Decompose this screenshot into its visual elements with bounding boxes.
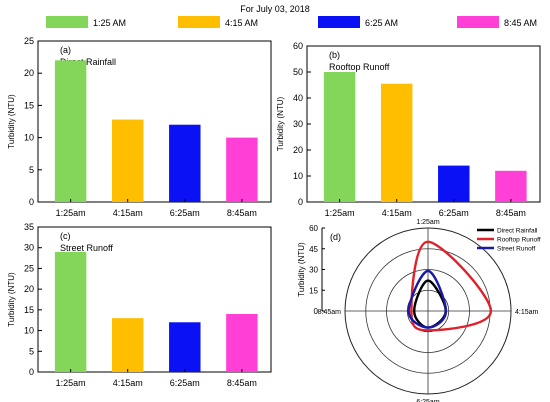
x-tick-label: 4:15am	[113, 378, 143, 388]
y-tick-label: 5	[29, 346, 34, 356]
x-tick-label: 1:25am	[56, 378, 86, 388]
panel-label: (a)	[60, 45, 71, 55]
radial-tick-label: 15	[309, 286, 318, 295]
legend-swatch	[46, 16, 88, 28]
bar	[495, 170, 527, 202]
y-tick-label: 20	[293, 145, 303, 155]
legend-swatch	[178, 16, 220, 28]
x-tick-label: 1:25am	[325, 208, 355, 218]
chart-panels: 0 5 10 15 20 25 Turbidity (NTU) (a) Direct Rainf…	[7, 36, 541, 402]
y-tick-label: 10	[24, 133, 34, 143]
angular-label: 4:15am	[515, 309, 539, 316]
y-axis-label: Turbidity (NTU)	[7, 94, 16, 149]
x-tick-label: 8:45am	[227, 378, 257, 388]
bar	[169, 124, 201, 202]
radial-tick-label: 60	[309, 224, 318, 233]
bar	[54, 251, 87, 372]
legend-label: 4:15 AM	[225, 18, 258, 28]
x-tick-label: 6:25am	[439, 208, 469, 218]
legend-label: 8:45 AM	[504, 18, 537, 28]
legend-label: 6:25 AM	[365, 18, 398, 28]
polar-series-line	[407, 269, 448, 329]
angular-label: 8:45am	[318, 309, 342, 316]
polar-y-axis-label: Turbidity (NTU)	[297, 242, 306, 297]
bar	[438, 165, 470, 202]
y-tick-label: 5	[29, 165, 34, 175]
polar-series-line	[410, 240, 493, 332]
x-tick-label: 1:25am	[56, 208, 86, 218]
y-tick-label: 10	[293, 171, 303, 181]
x-tick-label: 4:15am	[113, 208, 143, 218]
bar	[111, 318, 144, 372]
bar	[169, 322, 201, 372]
plot-frame	[37, 226, 272, 373]
x-tick-label: 8:45am	[227, 208, 257, 218]
panel-title: Rooftop Runoff	[329, 62, 390, 72]
angular-label: 1:25am	[416, 219, 440, 226]
x-tick-label: 6:25am	[170, 208, 200, 218]
polar-legend-label: Direct Rainfall	[497, 228, 538, 235]
y-tick-label: 35	[24, 222, 34, 232]
bar-chart-panel: 0 5 10 15 20 25 Turbidity (NTU) (a) Direct Rainf…	[7, 36, 272, 218]
y-tick-label: 0	[29, 197, 34, 207]
angular-label: 6:25am	[416, 399, 440, 402]
polar-legend-label: Rooftop Runoff	[497, 237, 541, 244]
y-axis-label: Turbidity (NTU)	[276, 96, 285, 151]
bar	[380, 83, 413, 202]
top-legend: 1:25 AM 4:15 AM 6:25 AM 8:45 AM	[46, 16, 537, 28]
bar	[323, 72, 356, 202]
bar	[54, 60, 87, 202]
x-tick-label: 8:45am	[496, 208, 526, 218]
legend-swatch	[457, 16, 499, 28]
y-tick-label: 50	[293, 67, 303, 77]
radial-tick-label: 45	[309, 245, 318, 254]
y-tick-label: 0	[298, 197, 303, 207]
legend-label: 1:25 AM	[93, 18, 126, 28]
x-tick-label: 6:25am	[170, 378, 200, 388]
panel-label: (c)	[60, 231, 71, 241]
radial-tick-label: 30	[309, 266, 318, 275]
y-axis-label: Turbidity (NTU)	[7, 272, 16, 327]
y-tick-label: 25	[24, 263, 34, 273]
bar	[226, 314, 258, 372]
y-tick-label: 20	[24, 284, 34, 294]
radial-tick-label: 0	[314, 307, 319, 316]
polar-legend-label: Street Runoff	[497, 246, 535, 253]
bar	[111, 119, 144, 202]
y-tick-label: 30	[24, 243, 34, 253]
bar	[226, 137, 258, 202]
plot-frame	[37, 40, 272, 203]
bar-chart-panel: 0 5 10 15 20 25 30 35 Turbidity (NTU) (c) Street R…	[7, 222, 272, 388]
y-tick-label: 25	[24, 36, 34, 46]
y-tick-label: 15	[24, 305, 34, 315]
figure-title: For July 03, 2018	[240, 4, 310, 14]
y-tick-label: 40	[293, 93, 303, 103]
panel-label: (d)	[330, 232, 341, 242]
bar-chart-panel: 0 10 20 30 40 50 60 Turbidity (NTU) (b) Rooftop R…	[276, 41, 541, 218]
y-tick-label: 0	[29, 367, 34, 377]
panel-label: (b)	[329, 50, 340, 60]
legend-swatch	[318, 16, 360, 28]
y-tick-label: 20	[24, 68, 34, 78]
y-tick-label: 30	[293, 119, 303, 129]
y-tick-label: 10	[24, 326, 34, 336]
x-tick-label: 4:15am	[382, 208, 412, 218]
panel-title: Street Runoff	[60, 243, 113, 253]
panel-title: Direct Rainfall	[60, 57, 116, 67]
y-tick-label: 60	[293, 41, 303, 51]
y-tick-label: 15	[24, 100, 34, 110]
